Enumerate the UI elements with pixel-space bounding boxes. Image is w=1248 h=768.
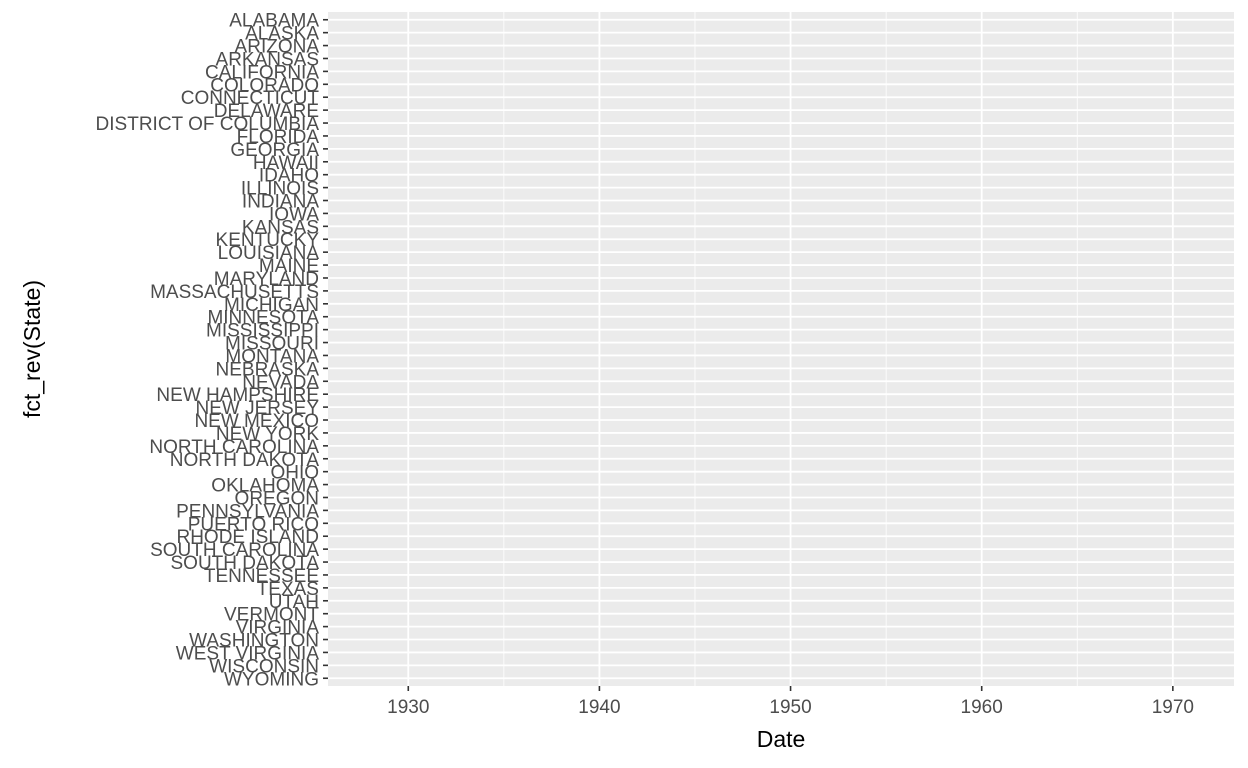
x-axis: 1930 1940 1950 1960 1970 <box>387 686 1194 718</box>
y-tick-label: KANSAS <box>242 217 319 238</box>
y-tick-label: MONTANA <box>225 346 319 367</box>
y-tick-label: HAWAII <box>253 153 319 174</box>
x-tick-label: 1930 <box>387 697 429 718</box>
y-tick-label: WISCONSIN <box>209 656 319 677</box>
y-tick-label: CONNECTICUT <box>181 88 320 109</box>
grid-lines <box>328 12 1234 686</box>
y-tick-label: WASHINGTON <box>189 631 319 652</box>
y-tick-label: MISSISSIPPI <box>206 321 319 342</box>
y-tick-label: GEORGIA <box>230 140 319 161</box>
y-axis-title: fct_rev(State) <box>19 280 45 418</box>
y-tick-label: CALIFORNIA <box>205 62 319 83</box>
y-tick-label: IOWA <box>269 204 319 225</box>
y-tick-label: NEW MEXICO <box>194 411 319 432</box>
plot-panel <box>328 12 1234 686</box>
y-tick-label: ALASKA <box>245 24 319 45</box>
y-tick-label: COLORADO <box>210 75 319 96</box>
y-tick-label: PUERTO RICO <box>188 514 319 535</box>
x-tick-label: 1960 <box>961 697 1003 718</box>
y-tick-label: MAINE <box>259 256 319 277</box>
y-tick-label: MASSACHUSETTS <box>150 282 319 303</box>
y-tick-label: SOUTH CAROLINA <box>150 540 319 561</box>
y-tick-label: OKLAHOMA <box>211 476 319 497</box>
y-tick-label: NEBRASKA <box>216 359 320 380</box>
y-tick-label: FLORIDA <box>237 127 320 148</box>
y-tick-label: VERMONT <box>224 605 319 626</box>
y-tick-label: MICHIGAN <box>224 295 319 316</box>
y-tick-label: UTAH <box>269 592 319 613</box>
y-tick-label: DISTRICT OF COLUMBIA <box>96 114 320 135</box>
y-tick-label: ALABAMA <box>229 11 319 32</box>
y-tick-label: MISSOURI <box>225 334 319 355</box>
y-tick-label: ARKANSAS <box>216 49 319 70</box>
y-tick-label: PENNSYLVANIA <box>176 501 319 522</box>
y-tick-label: DELAWARE <box>214 101 319 122</box>
y-tick-label: NEVADA <box>242 372 319 393</box>
y-tick-label: NEW JERSEY <box>195 398 319 419</box>
y-tick-label: ARIZONA <box>235 37 320 58</box>
x-axis-title: Date <box>757 726 806 752</box>
y-tick-label: TEXAS <box>257 579 319 600</box>
y-tick-label: ILLINOIS <box>241 179 319 200</box>
y-tick-label: NORTH DAKOTA <box>170 450 320 471</box>
y-tick-label: OHIO <box>270 463 319 484</box>
y-tick-label: MINNESOTA <box>207 308 319 329</box>
y-tick-label: VIRGINIA <box>236 618 320 639</box>
y-tick-label: MARYLAND <box>214 269 319 290</box>
y-tick-label: WEST VIRGINIA <box>176 643 320 664</box>
y-axis: ALABAMAALASKAARIZONAARKANSASCALIFORNIACO… <box>96 11 328 690</box>
y-tick-label: NORTH CAROLINA <box>149 437 319 458</box>
y-tick-label: WYOMING <box>224 669 319 690</box>
y-tick-label: TENNESSEE <box>204 566 319 587</box>
y-tick-label: LOUISIANA <box>218 243 320 264</box>
x-tick-label: 1940 <box>578 697 620 718</box>
y-tick-label: KENTUCKY <box>216 230 320 251</box>
y-tick-label: RHODE ISLAND <box>176 527 319 548</box>
y-tick-label: OREGON <box>235 488 319 509</box>
x-tick-label: 1970 <box>1152 697 1194 718</box>
y-tick-label: NEW HAMPSHIRE <box>156 385 319 406</box>
x-tick-label: 1950 <box>769 697 811 718</box>
y-tick-label: SOUTH DAKOTA <box>171 553 320 574</box>
y-tick-label: INDIANA <box>242 192 319 213</box>
y-tick-label: NEW YORK <box>216 424 319 445</box>
y-tick-label: IDAHO <box>259 166 319 187</box>
